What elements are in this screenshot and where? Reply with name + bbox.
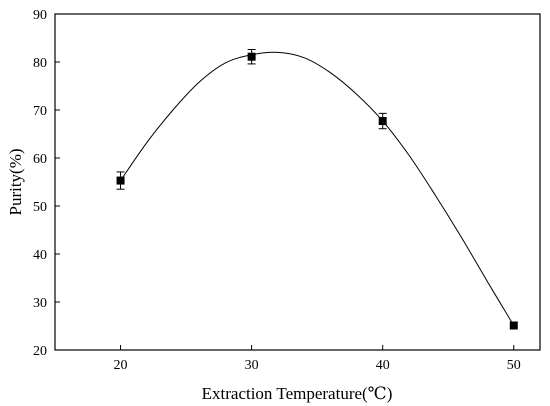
x-tick-label: 30 [245,358,259,373]
y-tick-label: 70 [33,104,47,119]
data-point [116,176,125,185]
y-tick-label: 80 [33,56,47,71]
y-axis-label: Purity(%) [6,148,25,215]
data-point [378,117,387,126]
fit-curve-layer [120,51,515,326]
x-tick-label: 40 [376,358,390,373]
data-point [247,52,256,61]
data-points [116,49,518,330]
x-axis-label: Extraction Temperature(℃) [202,384,393,403]
y-tick-label: 40 [33,248,47,263]
y-tick-label: 50 [33,200,47,215]
y-tick-label: 60 [33,152,47,167]
y-tick-label: 30 [33,296,47,311]
plot-frame [54,13,541,351]
data-point [509,321,518,330]
ticks: 20 30 40 50 20 30 40 50 60 70 80 90 [33,8,521,373]
x-tick-label: 50 [507,358,521,373]
y-tick-label: 90 [33,8,47,23]
x-tick-label: 20 [114,358,128,373]
y-tick-label: 20 [33,344,47,359]
fit-curve-line [120,51,515,326]
